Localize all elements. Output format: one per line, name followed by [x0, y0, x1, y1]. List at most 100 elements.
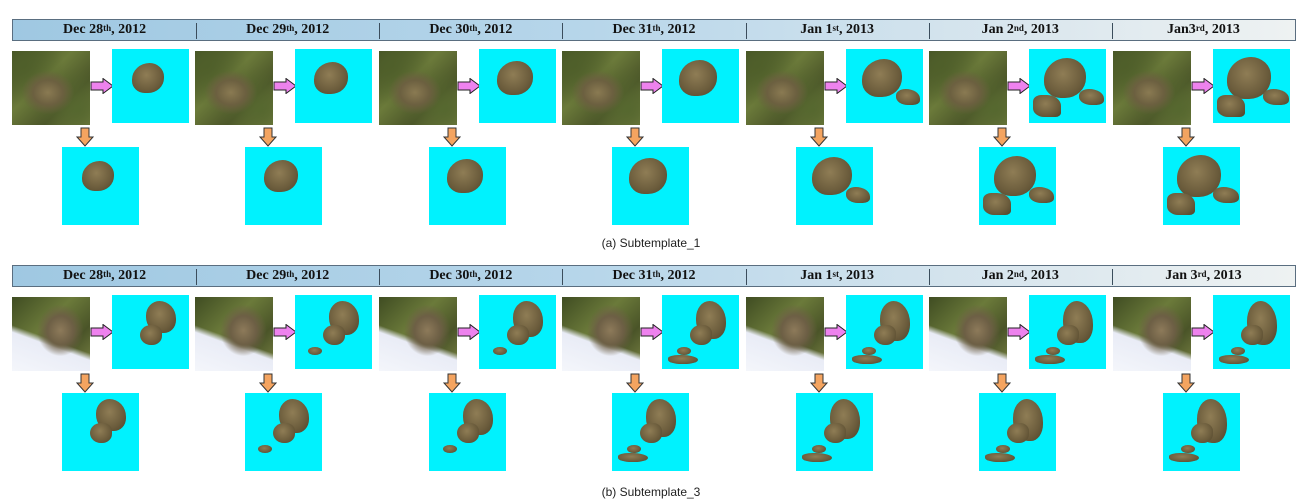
down-arrow-icon — [442, 127, 462, 147]
segmented-region — [690, 325, 712, 345]
right-arrow-icon — [457, 77, 481, 95]
satellite-image — [1113, 51, 1191, 125]
segmented-region — [323, 325, 345, 345]
segmentation-mask — [295, 49, 372, 123]
result-mask — [612, 393, 689, 471]
segmented-region — [985, 453, 1015, 462]
segmented-region — [1213, 187, 1239, 203]
down-arrow-icon — [258, 127, 278, 147]
segmented-region — [802, 453, 832, 462]
date-column — [379, 289, 562, 489]
down-arrow-icon — [809, 373, 829, 393]
segmented-region — [1263, 89, 1289, 105]
result-mask — [612, 147, 689, 225]
satellite-image — [1113, 297, 1191, 371]
segmentation-mask — [1213, 295, 1290, 369]
result-mask — [245, 147, 322, 225]
segmentation-mask — [479, 49, 556, 123]
satellite-image — [746, 51, 824, 125]
segmented-region — [90, 423, 112, 443]
down-arrow-icon — [625, 373, 645, 393]
result-mask — [1163, 147, 1240, 225]
segmented-region — [497, 61, 533, 95]
down-arrow-icon — [1176, 127, 1196, 147]
segmentation-mask — [295, 295, 372, 369]
right-arrow-icon — [640, 323, 664, 341]
date-column — [195, 43, 378, 243]
segmented-region — [1191, 423, 1213, 443]
segmented-region — [1231, 347, 1245, 355]
right-arrow-icon — [1007, 323, 1031, 341]
segmented-region — [1033, 95, 1061, 117]
segmented-region — [314, 62, 348, 94]
result-mask — [796, 147, 873, 225]
segmented-region — [874, 325, 896, 345]
segmented-region — [994, 156, 1036, 196]
segmented-region — [862, 59, 902, 97]
down-arrow-icon — [1176, 373, 1196, 393]
segmentation-mask — [1213, 49, 1290, 123]
segmented-region — [1079, 89, 1104, 105]
segmented-region — [812, 157, 852, 195]
segmented-region — [812, 445, 826, 453]
right-arrow-icon — [90, 77, 114, 95]
down-arrow-icon — [625, 127, 645, 147]
result-mask — [429, 147, 506, 225]
segmented-region — [1035, 355, 1065, 364]
segmented-region — [1057, 325, 1079, 345]
result-mask — [429, 393, 506, 471]
figure-caption: (b) Subtemplate_3 — [601, 485, 701, 499]
segmented-region — [1167, 193, 1195, 215]
segmented-region — [273, 423, 295, 443]
segmented-region — [258, 445, 272, 453]
down-arrow-icon — [992, 373, 1012, 393]
right-arrow-icon — [457, 323, 481, 341]
date-column — [1113, 43, 1296, 243]
segmentation-mask — [112, 49, 189, 123]
down-arrow-icon — [442, 373, 462, 393]
right-arrow-icon — [1191, 77, 1215, 95]
segmented-region — [629, 158, 667, 194]
satellite-image — [562, 297, 640, 371]
satellite-image — [746, 297, 824, 371]
date-column — [746, 289, 929, 489]
satellite-image — [195, 51, 273, 125]
segmented-region — [996, 445, 1010, 453]
date-column — [195, 289, 378, 489]
result-mask — [62, 147, 139, 225]
satellite-image — [929, 51, 1007, 125]
down-arrow-icon — [75, 127, 95, 147]
date-column — [379, 43, 562, 243]
segmentation-mask — [846, 295, 923, 369]
satellite-image — [195, 297, 273, 371]
segmented-region — [824, 423, 846, 443]
date-column — [929, 289, 1112, 489]
satellite-image — [12, 51, 90, 125]
segmented-region — [983, 193, 1011, 215]
segmented-region — [852, 355, 882, 364]
segmented-region — [1007, 423, 1029, 443]
segmented-region — [1169, 453, 1199, 462]
result-mask — [979, 393, 1056, 471]
date-column — [12, 43, 195, 243]
right-arrow-icon — [640, 77, 664, 95]
satellite-image — [379, 51, 457, 125]
right-arrow-icon — [1007, 77, 1031, 95]
satellite-image — [12, 297, 90, 371]
segmentation-mask — [1029, 49, 1106, 123]
right-arrow-icon — [824, 77, 848, 95]
down-arrow-icon — [258, 373, 278, 393]
down-arrow-icon — [75, 373, 95, 393]
segmented-region — [679, 60, 717, 96]
